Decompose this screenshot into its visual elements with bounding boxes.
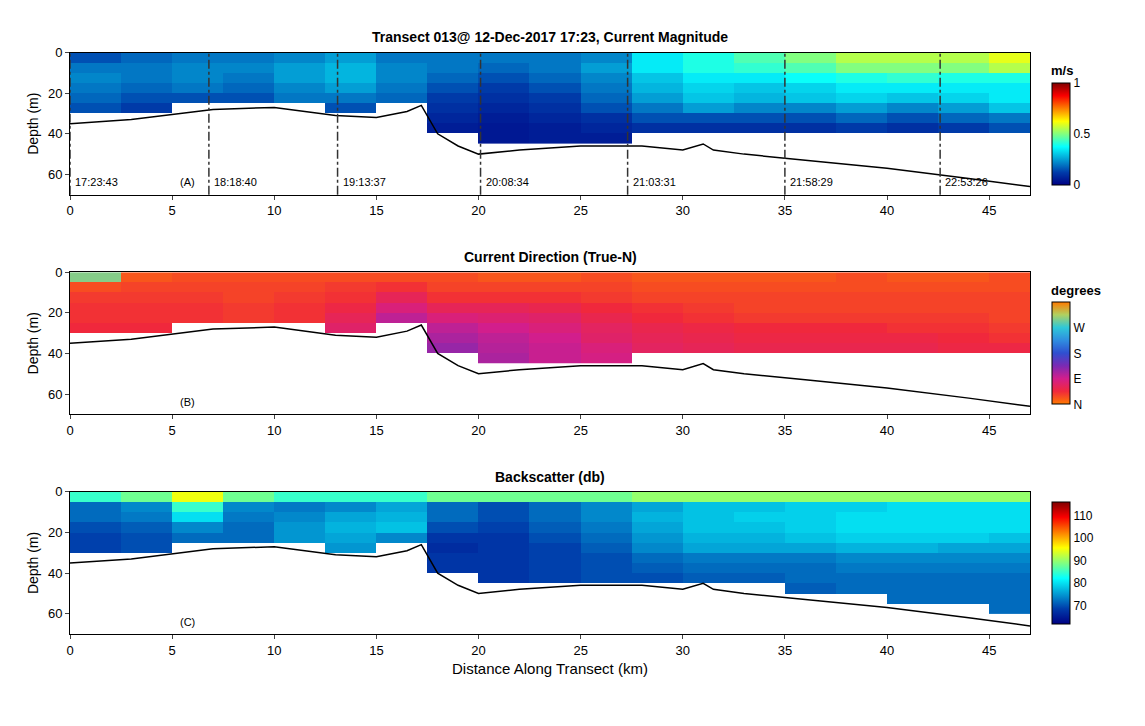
svg-text:35: 35 bbox=[778, 643, 792, 658]
svg-text:10: 10 bbox=[267, 423, 281, 438]
svg-text:20: 20 bbox=[471, 203, 485, 218]
svg-text:45: 45 bbox=[982, 423, 996, 438]
svg-text:60: 60 bbox=[48, 606, 62, 621]
svg-text:20:08:34: 20:08:34 bbox=[486, 176, 529, 188]
svg-text:Backscatter (db): Backscatter (db) bbox=[495, 469, 605, 485]
svg-text:0: 0 bbox=[55, 265, 62, 280]
svg-text:0: 0 bbox=[66, 643, 73, 658]
svg-text:10: 10 bbox=[267, 643, 281, 658]
svg-text:25: 25 bbox=[573, 203, 587, 218]
svg-text:10: 10 bbox=[267, 203, 281, 218]
svg-text:100: 100 bbox=[1073, 531, 1093, 545]
svg-text:0: 0 bbox=[66, 203, 73, 218]
svg-text:15: 15 bbox=[369, 203, 383, 218]
svg-text:0: 0 bbox=[1073, 178, 1080, 192]
svg-text:70: 70 bbox=[1073, 599, 1087, 613]
svg-text:m/s: m/s bbox=[1051, 63, 1073, 78]
svg-text:5: 5 bbox=[169, 643, 176, 658]
svg-text:0: 0 bbox=[66, 423, 73, 438]
svg-text:Distance Along Transect (km): Distance Along Transect (km) bbox=[452, 660, 648, 677]
svg-text:15: 15 bbox=[369, 643, 383, 658]
svg-text:W: W bbox=[1073, 321, 1085, 335]
svg-text:20: 20 bbox=[48, 525, 62, 540]
svg-text:0: 0 bbox=[55, 484, 62, 499]
svg-text:40: 40 bbox=[48, 566, 62, 581]
svg-text:Depth (m): Depth (m) bbox=[25, 93, 41, 155]
svg-text:20: 20 bbox=[48, 86, 62, 101]
svg-text:(B): (B) bbox=[180, 396, 195, 408]
svg-text:Depth (m): Depth (m) bbox=[25, 312, 41, 374]
svg-text:(A): (A) bbox=[180, 176, 195, 188]
svg-text:1: 1 bbox=[1073, 76, 1080, 90]
svg-text:40: 40 bbox=[48, 126, 62, 141]
svg-text:60: 60 bbox=[48, 167, 62, 182]
svg-text:5: 5 bbox=[169, 203, 176, 218]
svg-text:17:23:43: 17:23:43 bbox=[75, 176, 118, 188]
svg-text:degrees: degrees bbox=[1051, 283, 1101, 298]
svg-text:0.5: 0.5 bbox=[1073, 127, 1090, 141]
svg-text:25: 25 bbox=[573, 423, 587, 438]
svg-text:Depth (m): Depth (m) bbox=[25, 532, 41, 594]
svg-text:15: 15 bbox=[369, 423, 383, 438]
svg-text:Current Direction (True-N): Current Direction (True-N) bbox=[464, 249, 637, 265]
svg-text:40: 40 bbox=[48, 346, 62, 361]
svg-text:19:13:37: 19:13:37 bbox=[343, 176, 386, 188]
svg-text:30: 30 bbox=[676, 643, 690, 658]
svg-text:(C): (C) bbox=[180, 616, 195, 628]
svg-text:N: N bbox=[1073, 398, 1082, 412]
svg-text:60: 60 bbox=[48, 387, 62, 402]
svg-text:35: 35 bbox=[778, 203, 792, 218]
svg-text:45: 45 bbox=[982, 203, 996, 218]
svg-text:40: 40 bbox=[880, 203, 894, 218]
svg-text:Transect 013@ 12-Dec-2017 17:2: Transect 013@ 12-Dec-2017 17:23, Current… bbox=[372, 29, 728, 45]
svg-text:S: S bbox=[1073, 347, 1081, 361]
svg-text:20: 20 bbox=[48, 305, 62, 320]
svg-text:45: 45 bbox=[982, 643, 996, 658]
svg-text:40: 40 bbox=[880, 643, 894, 658]
svg-text:110: 110 bbox=[1073, 509, 1092, 523]
svg-text:5: 5 bbox=[169, 423, 176, 438]
svg-text:18:18:40: 18:18:40 bbox=[214, 176, 257, 188]
svg-text:30: 30 bbox=[676, 203, 690, 218]
svg-text:30: 30 bbox=[676, 423, 690, 438]
svg-text:40: 40 bbox=[880, 423, 894, 438]
svg-text:80: 80 bbox=[1073, 576, 1087, 590]
svg-text:35: 35 bbox=[778, 423, 792, 438]
svg-text:21:03:31: 21:03:31 bbox=[633, 176, 676, 188]
svg-text:0: 0 bbox=[55, 45, 62, 60]
svg-text:25: 25 bbox=[573, 643, 587, 658]
svg-text:20: 20 bbox=[471, 423, 485, 438]
svg-text:E: E bbox=[1073, 372, 1081, 386]
svg-text:22:53:26: 22:53:26 bbox=[945, 176, 988, 188]
svg-text:20: 20 bbox=[471, 643, 485, 658]
svg-text:90: 90 bbox=[1073, 554, 1087, 568]
svg-text:21:58:29: 21:58:29 bbox=[790, 176, 833, 188]
